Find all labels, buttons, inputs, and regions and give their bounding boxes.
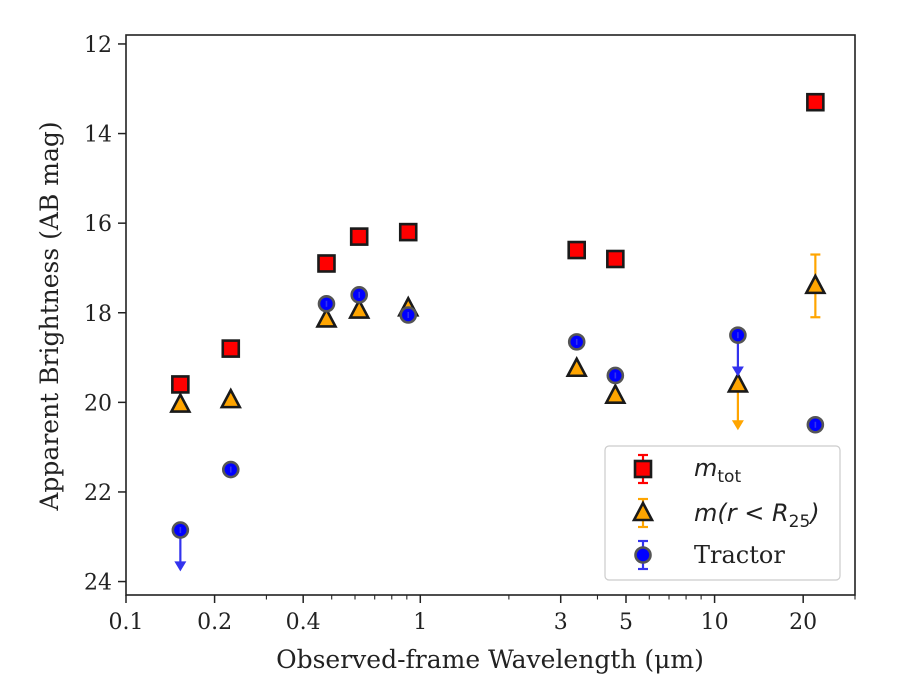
y-tick-label: 14 [84,123,112,148]
x-axis-title: Observed-frame Wavelength (μm) [276,645,704,674]
series-triangle [169,253,827,431]
series-square [171,92,825,394]
data-marks [169,92,827,572]
y-tick-label: 24 [84,571,112,596]
legend-box [604,445,841,581]
y-tick-label: 18 [84,302,112,327]
legend-label-mr25: m(r < R25) [694,499,820,532]
triangle-marker [804,273,827,295]
x-tick-label: 1 [413,610,427,635]
legend: mtot m(r < R25) Tractor [604,445,841,581]
x-tick-label: 20 [789,610,817,635]
x-tick-label: 5 [619,610,633,635]
legend-symbols [631,453,655,571]
x-tick-label: 0.4 [286,610,321,635]
triangle-marker-legend [631,500,655,522]
plot-frame [125,34,856,596]
triangle-marker [219,387,242,409]
y-tick-label: 20 [84,391,112,416]
y-tick-label: 12 [84,33,112,58]
series-circle [171,286,825,572]
square-marker-legend [633,459,653,479]
y-tick-label: 16 [84,212,112,237]
axis-ticks: 0.1 0.2 0.4 1 3 5 10 20 12 14 16 18 20 22 24 [84,33,856,635]
triangle-marker [726,371,750,393]
square-marker [606,249,625,269]
x-tick-label: 0.1 [109,610,144,635]
upper-limit-arrow-icon [731,366,744,377]
square-marker [567,240,587,260]
upper-limit-arrow-icon [174,561,187,572]
square-marker [349,227,369,246]
triangle-marker [604,382,627,404]
x-tick-label: 10 [701,610,729,635]
legend-label-tractor: Tractor [694,541,785,569]
triangle-marker [565,355,588,378]
square-marker [221,339,241,358]
square-marker [317,254,336,273]
square-marker [171,375,190,394]
y-axis-title: Apparent Brightness (AB mag) [35,121,64,511]
y-tick-label: 22 [84,481,112,506]
upper-limit-arrow-icon [731,420,744,431]
x-tick-label: 3 [554,610,568,635]
circle-marker-legend [634,546,652,564]
triangle-marker [169,391,192,413]
x-tick-label: 0.2 [197,610,232,635]
square-marker [806,92,825,112]
triangle-marker [315,306,338,328]
legend-label-mtot: mtot [694,454,741,487]
square-marker [398,222,418,242]
triangle-marker [348,297,371,319]
